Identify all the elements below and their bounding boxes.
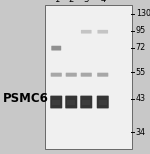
Bar	[99, 100, 107, 105]
Text: 1: 1	[54, 0, 59, 4]
FancyBboxPatch shape	[81, 73, 92, 77]
Text: PSMC6: PSMC6	[3, 92, 49, 105]
Text: 43: 43	[136, 94, 146, 103]
FancyBboxPatch shape	[80, 96, 92, 108]
Text: 130: 130	[136, 9, 150, 18]
Text: 55: 55	[136, 68, 146, 77]
FancyBboxPatch shape	[66, 73, 77, 77]
Bar	[52, 100, 60, 105]
FancyBboxPatch shape	[51, 73, 62, 77]
Text: 34: 34	[136, 128, 146, 137]
FancyBboxPatch shape	[98, 30, 108, 34]
FancyBboxPatch shape	[51, 46, 61, 51]
FancyBboxPatch shape	[97, 96, 109, 108]
Text: 95: 95	[136, 26, 146, 35]
Bar	[45, 5, 132, 149]
Text: 72: 72	[136, 43, 146, 52]
FancyBboxPatch shape	[65, 96, 77, 108]
FancyBboxPatch shape	[50, 96, 62, 108]
Bar	[82, 100, 90, 105]
FancyBboxPatch shape	[97, 73, 108, 77]
Text: 2: 2	[69, 0, 74, 4]
Text: 4: 4	[100, 0, 105, 4]
Text: 3: 3	[84, 0, 89, 4]
Bar	[67, 100, 75, 105]
FancyBboxPatch shape	[81, 30, 92, 34]
